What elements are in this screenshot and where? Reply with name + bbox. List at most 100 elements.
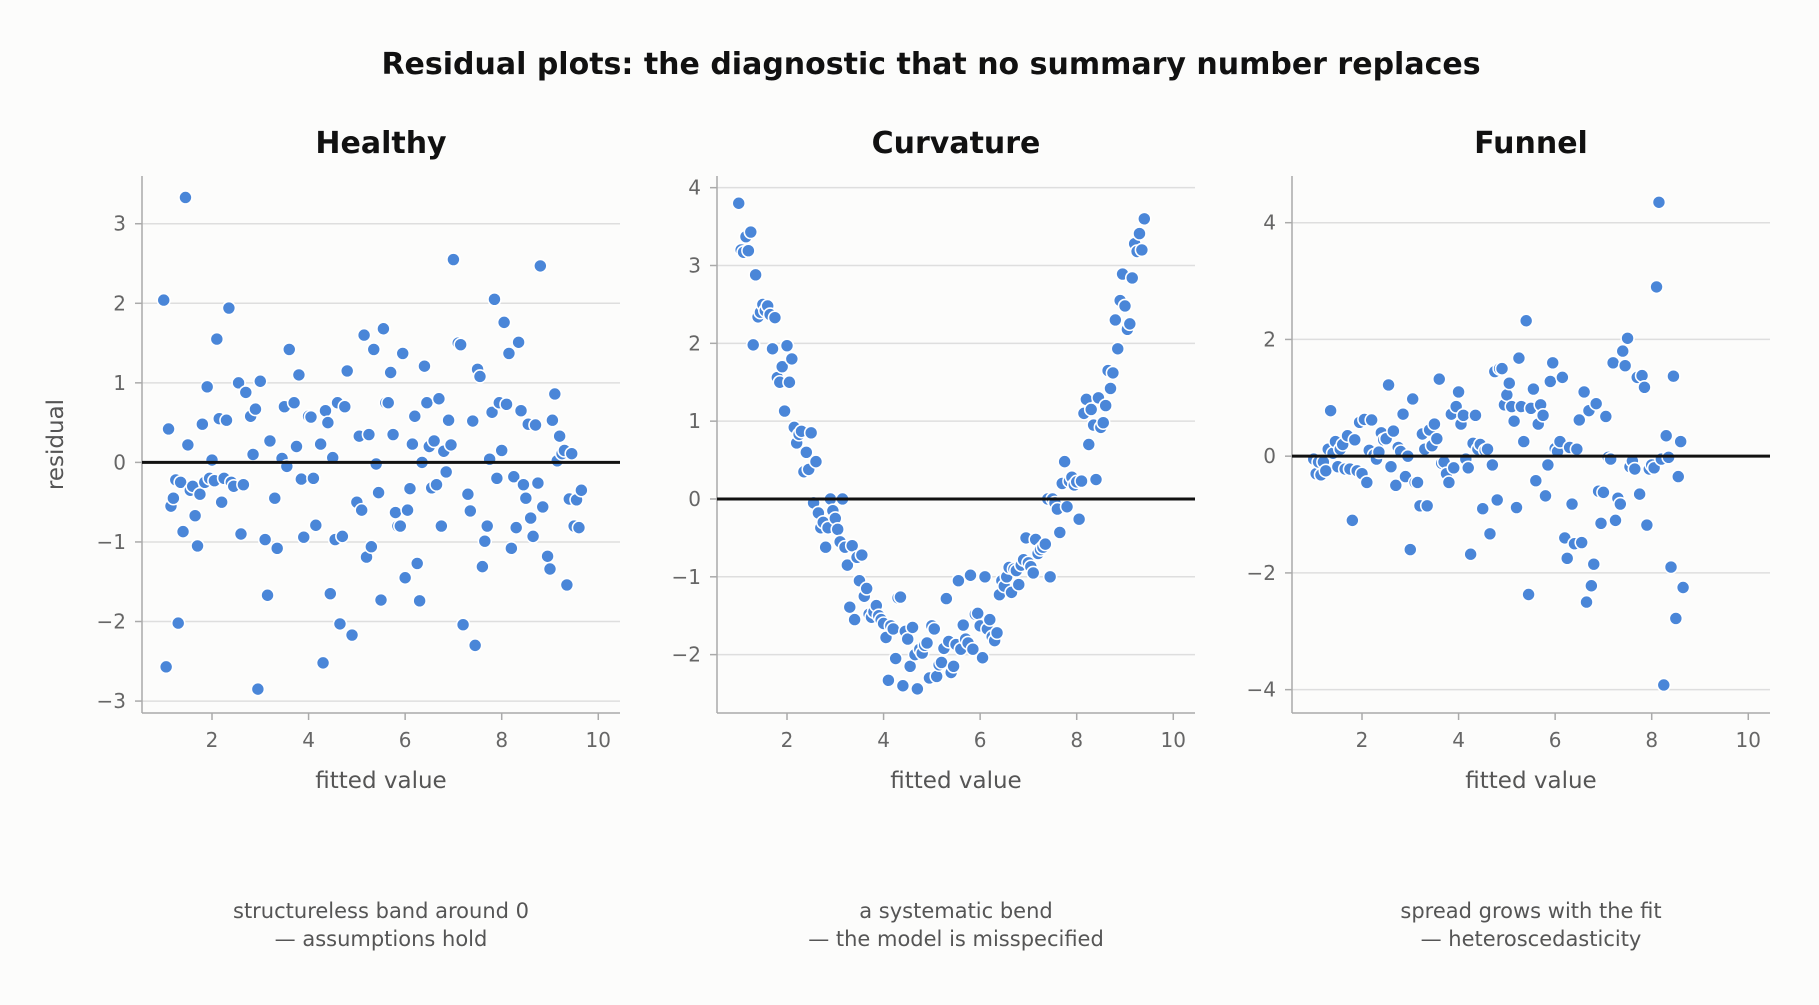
data-point xyxy=(1586,556,1602,572)
figure-title: Residual plots: the diagnostic that no s… xyxy=(381,47,1480,82)
panel-title-curvature: Curvature xyxy=(872,126,1041,161)
data-point xyxy=(516,477,531,492)
data-point xyxy=(895,678,911,694)
data-point xyxy=(965,641,981,657)
data-point xyxy=(1569,441,1585,457)
data-point xyxy=(494,443,510,458)
data-point xyxy=(910,681,925,697)
data-point xyxy=(926,621,942,637)
data-point xyxy=(745,337,761,353)
data-point xyxy=(245,447,261,462)
data-point xyxy=(1025,565,1041,581)
x-tick-label: 8 xyxy=(1070,728,1083,752)
data-point xyxy=(453,337,468,352)
data-point xyxy=(335,529,350,544)
data-point xyxy=(257,532,273,547)
data-point xyxy=(1574,535,1589,550)
data-point xyxy=(975,650,990,666)
data-point xyxy=(405,436,420,452)
data-point xyxy=(281,342,297,357)
data-point xyxy=(1627,461,1643,477)
panel-caption-line: — assumptions hold xyxy=(275,927,488,951)
data-point xyxy=(1429,431,1445,446)
data-point xyxy=(1675,580,1691,595)
data-point xyxy=(530,475,546,491)
data-point xyxy=(504,541,519,556)
data-point xyxy=(496,315,512,330)
data-point xyxy=(484,404,500,420)
data-point xyxy=(535,499,551,515)
y-tick-label: 3 xyxy=(688,254,701,278)
data-point xyxy=(1584,578,1599,594)
data-point xyxy=(1095,415,1111,431)
data-point xyxy=(303,409,319,425)
data-point xyxy=(489,471,505,486)
data-point xyxy=(1521,587,1536,602)
data-point xyxy=(472,369,488,384)
data-point xyxy=(383,365,398,380)
y-tick-label: −4 xyxy=(1247,678,1276,702)
data-point xyxy=(545,412,560,428)
data-point xyxy=(1410,475,1425,490)
data-point xyxy=(765,341,780,357)
data-point xyxy=(337,399,353,415)
data-point xyxy=(368,456,384,472)
data-point xyxy=(782,374,797,390)
x-tick-label: 8 xyxy=(1645,728,1658,752)
panel-title-healthy: Healthy xyxy=(315,126,447,161)
x-tick-label: 10 xyxy=(586,728,611,752)
data-point xyxy=(1603,451,1618,467)
data-point xyxy=(1345,513,1360,528)
panel-caption-line: — heteroscedasticity xyxy=(1421,927,1642,951)
data-point xyxy=(1518,313,1534,329)
data-point xyxy=(1083,402,1099,417)
data-point xyxy=(267,490,283,506)
data-point xyxy=(748,267,763,283)
data-point xyxy=(1427,416,1442,432)
data-point xyxy=(238,385,254,400)
data-point xyxy=(291,367,307,383)
data-point xyxy=(1480,441,1495,457)
y-tick-label: 4 xyxy=(1263,211,1276,235)
data-point xyxy=(1528,473,1544,488)
data-point xyxy=(376,321,391,337)
data-point xyxy=(1651,194,1667,210)
data-point xyxy=(1323,403,1338,418)
x-tick-label: 10 xyxy=(1736,728,1761,752)
data-point xyxy=(1359,475,1375,490)
x-tick-label: 4 xyxy=(302,728,315,752)
data-point xyxy=(571,520,587,535)
data-point xyxy=(231,375,246,391)
data-point xyxy=(250,681,266,697)
data-point xyxy=(1639,517,1655,533)
data-point xyxy=(1011,577,1027,592)
data-point xyxy=(1347,432,1363,448)
data-point xyxy=(1571,412,1587,428)
data-point xyxy=(463,503,478,519)
data-point xyxy=(306,471,321,486)
data-point xyxy=(982,612,998,627)
y-tick-label: 1 xyxy=(688,409,701,433)
data-point xyxy=(518,490,534,506)
data-point xyxy=(373,592,389,608)
x-tick-label: 8 xyxy=(495,728,508,752)
y-tick-label: 0 xyxy=(1263,444,1276,468)
data-point xyxy=(511,334,526,350)
data-point xyxy=(840,557,855,573)
data-point xyxy=(885,621,901,637)
data-point xyxy=(1441,475,1457,490)
data-point xyxy=(540,548,555,564)
data-point xyxy=(409,556,425,571)
data-point xyxy=(533,258,548,274)
data-point xyxy=(1620,330,1635,346)
data-point xyxy=(1482,526,1498,542)
data-point xyxy=(741,243,756,259)
data-point xyxy=(1511,350,1527,366)
data-point xyxy=(767,310,783,325)
data-point xyxy=(195,416,210,432)
data-point xyxy=(1489,492,1505,508)
data-point xyxy=(1386,423,1401,439)
data-point xyxy=(308,517,324,533)
data-point xyxy=(574,482,589,498)
